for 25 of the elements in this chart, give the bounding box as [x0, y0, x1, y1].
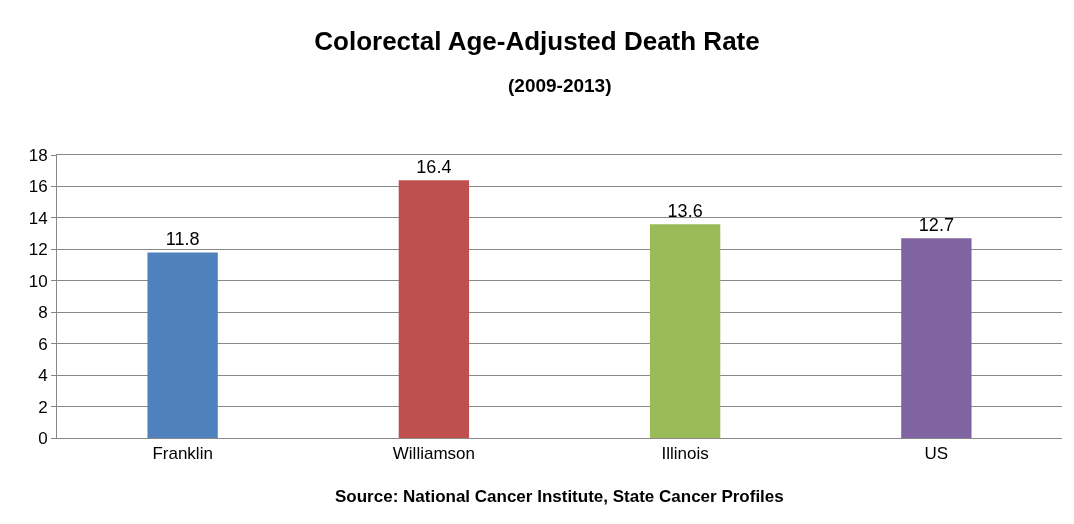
- y-tick-label: 2: [38, 397, 48, 417]
- y-tick-label: 10: [28, 271, 48, 291]
- chart-subtitle: (2009-2013): [508, 75, 612, 96]
- bar: [147, 252, 218, 438]
- x-tick-label: Illinois: [661, 444, 709, 464]
- x-tick-label: US: [924, 444, 949, 464]
- bar: [649, 224, 721, 438]
- bar: [398, 180, 470, 438]
- source-note: Source: National Cancer Institute, State Cancer Profiles: [335, 487, 784, 506]
- x-tick-label: Franklin: [152, 444, 213, 464]
- y-tick-label: 16: [28, 177, 48, 197]
- y-tick-label: 14: [28, 208, 48, 228]
- chart-title: Colorectal Age-Adjusted Death Rate: [314, 25, 760, 56]
- data-label: 12.7: [918, 215, 954, 236]
- data-label: 13.6: [667, 201, 703, 222]
- y-tick-label: 0: [38, 428, 48, 448]
- y-tick-label: 4: [38, 366, 48, 386]
- bar: [901, 238, 972, 438]
- y-tick-label: 6: [38, 334, 48, 354]
- y-tick-label: 18: [28, 145, 48, 165]
- data-label: 11.8: [165, 229, 200, 250]
- data-label: 16.4: [416, 157, 452, 178]
- y-tick-label: 12: [28, 240, 48, 260]
- x-tick-label: Williamson: [392, 444, 475, 464]
- y-tick-label: 8: [38, 303, 48, 323]
